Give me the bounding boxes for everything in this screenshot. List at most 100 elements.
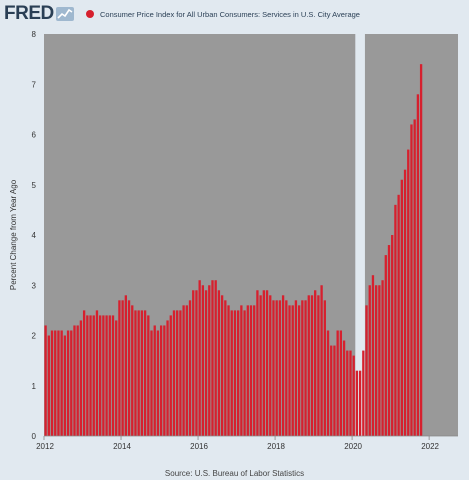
bar[interactable] [208,285,211,436]
bar[interactable] [95,310,99,437]
bar[interactable] [224,300,227,436]
bar[interactable] [394,204,397,436]
bar[interactable] [314,290,317,436]
bar[interactable] [320,285,323,436]
bar[interactable] [384,255,387,436]
bar[interactable] [371,275,375,436]
bar[interactable] [407,149,410,436]
bar[interactable] [368,285,371,436]
bar[interactable] [182,305,185,436]
bar[interactable] [365,305,368,436]
bar[interactable] [188,300,192,436]
bar[interactable] [346,350,349,436]
bar[interactable] [76,325,79,436]
bar[interactable] [172,310,176,437]
bar[interactable] [339,330,343,436]
bar[interactable] [140,310,144,437]
bar[interactable] [410,124,413,436]
bar[interactable] [304,300,307,436]
bar[interactable] [352,355,355,436]
bar[interactable] [349,350,352,436]
bar[interactable] [163,325,166,436]
bar[interactable] [342,340,346,436]
bar[interactable] [220,295,224,436]
bar[interactable] [134,310,137,437]
bar[interactable] [281,295,285,436]
bar[interactable] [192,290,195,436]
bar[interactable] [82,310,86,437]
bar[interactable] [143,310,147,437]
bar[interactable] [102,315,105,436]
bar[interactable] [86,315,89,436]
bar[interactable] [99,315,102,436]
bar[interactable] [336,330,339,436]
bar[interactable] [253,305,256,436]
bar[interactable] [124,295,127,436]
bar[interactable] [159,325,163,436]
bar[interactable] [297,305,301,436]
bar[interactable] [214,280,217,436]
bar[interactable] [176,310,179,437]
bar[interactable] [179,310,182,437]
bar[interactable] [275,300,278,436]
bar[interactable] [397,194,400,436]
bar[interactable] [285,300,288,436]
bar[interactable] [310,295,314,436]
bar[interactable] [269,295,272,436]
bar[interactable] [153,325,156,436]
bar[interactable] [246,305,249,436]
bar[interactable] [137,310,140,437]
bar[interactable] [240,305,243,436]
bar[interactable] [57,330,60,436]
bar[interactable] [265,290,269,436]
bar[interactable] [201,285,205,436]
bar[interactable] [294,300,298,436]
bar[interactable] [378,285,381,436]
bar[interactable] [63,335,67,437]
fred-logo[interactable]: FRED [4,4,74,24]
bar[interactable] [147,315,150,436]
bar[interactable] [330,345,333,436]
bar[interactable] [92,315,95,436]
bar[interactable] [150,330,153,436]
bar[interactable] [44,325,47,436]
bar[interactable] [73,325,76,436]
bar[interactable] [317,295,320,436]
bar[interactable] [156,330,160,436]
bar[interactable] [323,300,326,436]
bar[interactable] [391,235,394,436]
bar[interactable] [66,330,70,436]
bar[interactable] [54,330,57,436]
bar[interactable] [278,300,282,436]
bar[interactable] [70,330,73,436]
bar[interactable] [291,305,294,436]
bar[interactable] [400,179,403,437]
bar[interactable] [227,305,230,436]
bar[interactable] [259,295,262,436]
bar[interactable] [111,315,115,436]
bar[interactable] [413,119,416,437]
bar[interactable] [105,315,108,436]
bar[interactable] [355,370,359,436]
bar[interactable] [358,370,362,436]
bar[interactable] [230,310,233,437]
bar[interactable] [131,305,134,436]
bar[interactable] [198,280,201,436]
bar[interactable] [419,64,423,437]
bar[interactable] [403,169,407,436]
bar[interactable] [79,320,83,436]
bar[interactable] [237,310,240,437]
bar[interactable] [118,300,121,436]
bar[interactable] [233,310,237,437]
bar[interactable] [115,320,118,436]
bar[interactable] [185,305,188,436]
bar[interactable] [166,320,169,436]
bar[interactable] [301,300,304,436]
bar[interactable] [272,300,275,436]
bar[interactable] [333,345,336,436]
bar[interactable] [211,280,214,436]
bar[interactable] [89,315,92,436]
bar[interactable] [50,330,54,436]
bar[interactable] [387,245,391,436]
bar[interactable] [375,285,378,436]
